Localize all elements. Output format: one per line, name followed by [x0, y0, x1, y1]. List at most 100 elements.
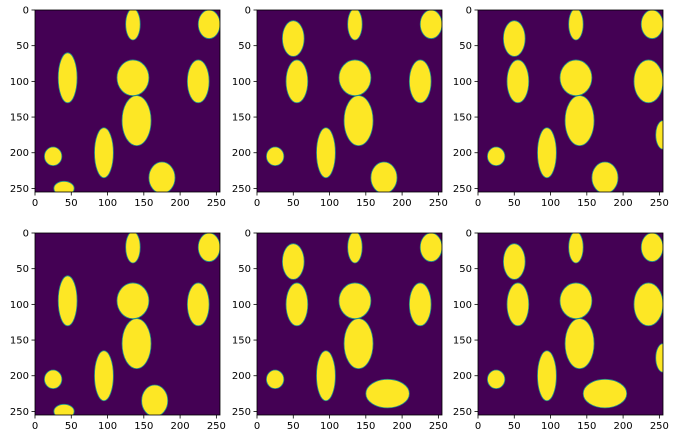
panel-5-region-9: [316, 350, 336, 402]
panel-4-xtick-label-200: 200: [171, 421, 190, 432]
panel-4-region-9: [141, 384, 169, 415]
panel-4-region-4: [116, 282, 150, 320]
panel-1-xtick-label-0: 0: [32, 198, 38, 209]
panel-1-xtick-label-250: 250: [207, 198, 226, 209]
panel-6-region-4: [506, 282, 530, 327]
panel-5-regions: [266, 233, 442, 409]
panel-5-xtick-label-0: 0: [254, 421, 260, 432]
panel-2-ytick-label-100: 100: [232, 77, 251, 88]
panel-2-region-8: [266, 146, 285, 166]
panel-6-region-3: [502, 243, 526, 280]
panel-1-region-3: [57, 52, 78, 104]
panel-6-ytick-label-100: 100: [453, 300, 472, 311]
panel-5-region-2: [419, 233, 442, 262]
panel-2-region-6: [343, 95, 374, 147]
panel-6-xtick-label-0: 0: [475, 421, 481, 432]
panel-3-xtick-label-0: 0: [475, 198, 481, 209]
panel-4-region-1: [125, 233, 141, 264]
panel-3-xtick-label-250: 250: [650, 198, 669, 209]
panel-1-frame: [34, 9, 221, 193]
panel-2-region-5: [338, 59, 372, 97]
panel-2-region-3: [281, 20, 305, 57]
panel-1-region-4: [116, 59, 150, 97]
panel-5-region-1: [347, 233, 363, 264]
panel-6-frame: [477, 232, 664, 416]
panel-6-xtick-label-250: 250: [650, 421, 669, 432]
panel-5-xtick-label-50: 50: [287, 421, 300, 432]
panel-2-region-9: [316, 127, 336, 179]
panel-2-ytick-label-0: 0: [245, 6, 251, 17]
panel-1-ytick-label-150: 150: [10, 113, 29, 124]
panel-5-region-6: [343, 318, 374, 370]
panel-1-region-8: [94, 127, 114, 179]
panel-5-xtick-label-200: 200: [393, 421, 412, 432]
panel-2-region-1: [347, 10, 363, 41]
panel-6-ytick-label-150: 150: [453, 336, 472, 347]
panel-2-ytick-label-200: 200: [232, 148, 251, 159]
panel-1-xtick-label-100: 100: [98, 198, 117, 209]
panel-3-region-1: [568, 10, 584, 41]
panel-6-region-7: [633, 282, 663, 327]
panel-1-region-2: [197, 10, 220, 39]
panel-5-ytick-label-50: 50: [238, 264, 251, 275]
panel-5-ytick-label-250: 250: [232, 407, 251, 418]
panel-6-ytick-label-200: 200: [453, 371, 472, 382]
panel-5-ytick-label-150: 150: [232, 336, 251, 347]
panel-3-region-4: [506, 59, 530, 104]
panel-5-region-4: [285, 282, 309, 327]
panel-2-region-2: [419, 10, 442, 39]
panel-3-region-6: [564, 95, 595, 147]
panel-4-region-10: [53, 403, 75, 415]
panel-1-ytick-label-0: 0: [23, 6, 29, 17]
panel-1-xtick-label-200: 200: [171, 198, 190, 209]
panel-5-region-10: [365, 378, 410, 409]
panel-5-ytick-label-0: 0: [245, 229, 251, 240]
panel-1-region-10: [53, 180, 75, 192]
panel-3-ytick-label-250: 250: [453, 184, 472, 195]
panel-6-ytick-label-250: 250: [453, 407, 472, 418]
panel-2-xtick-label-0: 0: [254, 198, 260, 209]
panel-4-xtick-label-250: 250: [207, 421, 226, 432]
panel-1-region-6: [186, 59, 210, 104]
panel-6-region-2: [640, 233, 663, 262]
panel-6-region-11: [655, 343, 663, 373]
panel-3-xtick-label-150: 150: [577, 198, 596, 209]
panel-6-region-8: [487, 369, 506, 389]
panel-6-ytick-label-50: 50: [459, 264, 472, 275]
panel-4-region-2: [197, 233, 220, 262]
panel-3-ytick-label-50: 50: [459, 41, 472, 52]
panel-2-xtick-label-200: 200: [393, 198, 412, 209]
panel-1-regions: [44, 10, 220, 192]
panel-6-region-10: [582, 378, 628, 409]
panel-2-xtick-label-50: 50: [287, 198, 300, 209]
panel-2-region-10: [370, 161, 398, 192]
panel-2-region-4: [285, 59, 309, 104]
panel-4-ytick-label-150: 150: [10, 336, 29, 347]
panel-3-xtick-label-50: 50: [508, 198, 521, 209]
panel-6-xtick-label-150: 150: [577, 421, 596, 432]
panel-4-ytick-label-100: 100: [10, 300, 29, 311]
panel-5-region-7: [408, 282, 432, 327]
panel-1-region-9: [148, 161, 176, 192]
panel-5-xtick-label-150: 150: [356, 421, 375, 432]
panel-4-region-5: [121, 318, 152, 370]
panel-3-ytick-label-200: 200: [453, 148, 472, 159]
panel-4-xtick-label-50: 50: [65, 421, 78, 432]
panel-3-region-7: [633, 59, 663, 104]
panel-3-xtick-label-200: 200: [614, 198, 633, 209]
panel-6-region-6: [564, 318, 595, 370]
panel-3-ytick-label-150: 150: [453, 113, 472, 124]
panel-6-xtick-label-100: 100: [541, 421, 560, 432]
panel-2-xtick-label-100: 100: [320, 198, 339, 209]
panel-4-ytick-label-250: 250: [10, 407, 29, 418]
panel-5-region-8: [266, 369, 285, 389]
panel-3-regions: [487, 10, 663, 192]
panel-3-xtick-label-100: 100: [541, 198, 560, 209]
panel-5-region-5: [338, 282, 372, 320]
panel-5-xtick-label-250: 250: [429, 421, 448, 432]
panel-6-region-5: [559, 282, 593, 320]
panel-2-xtick-label-150: 150: [356, 198, 375, 209]
